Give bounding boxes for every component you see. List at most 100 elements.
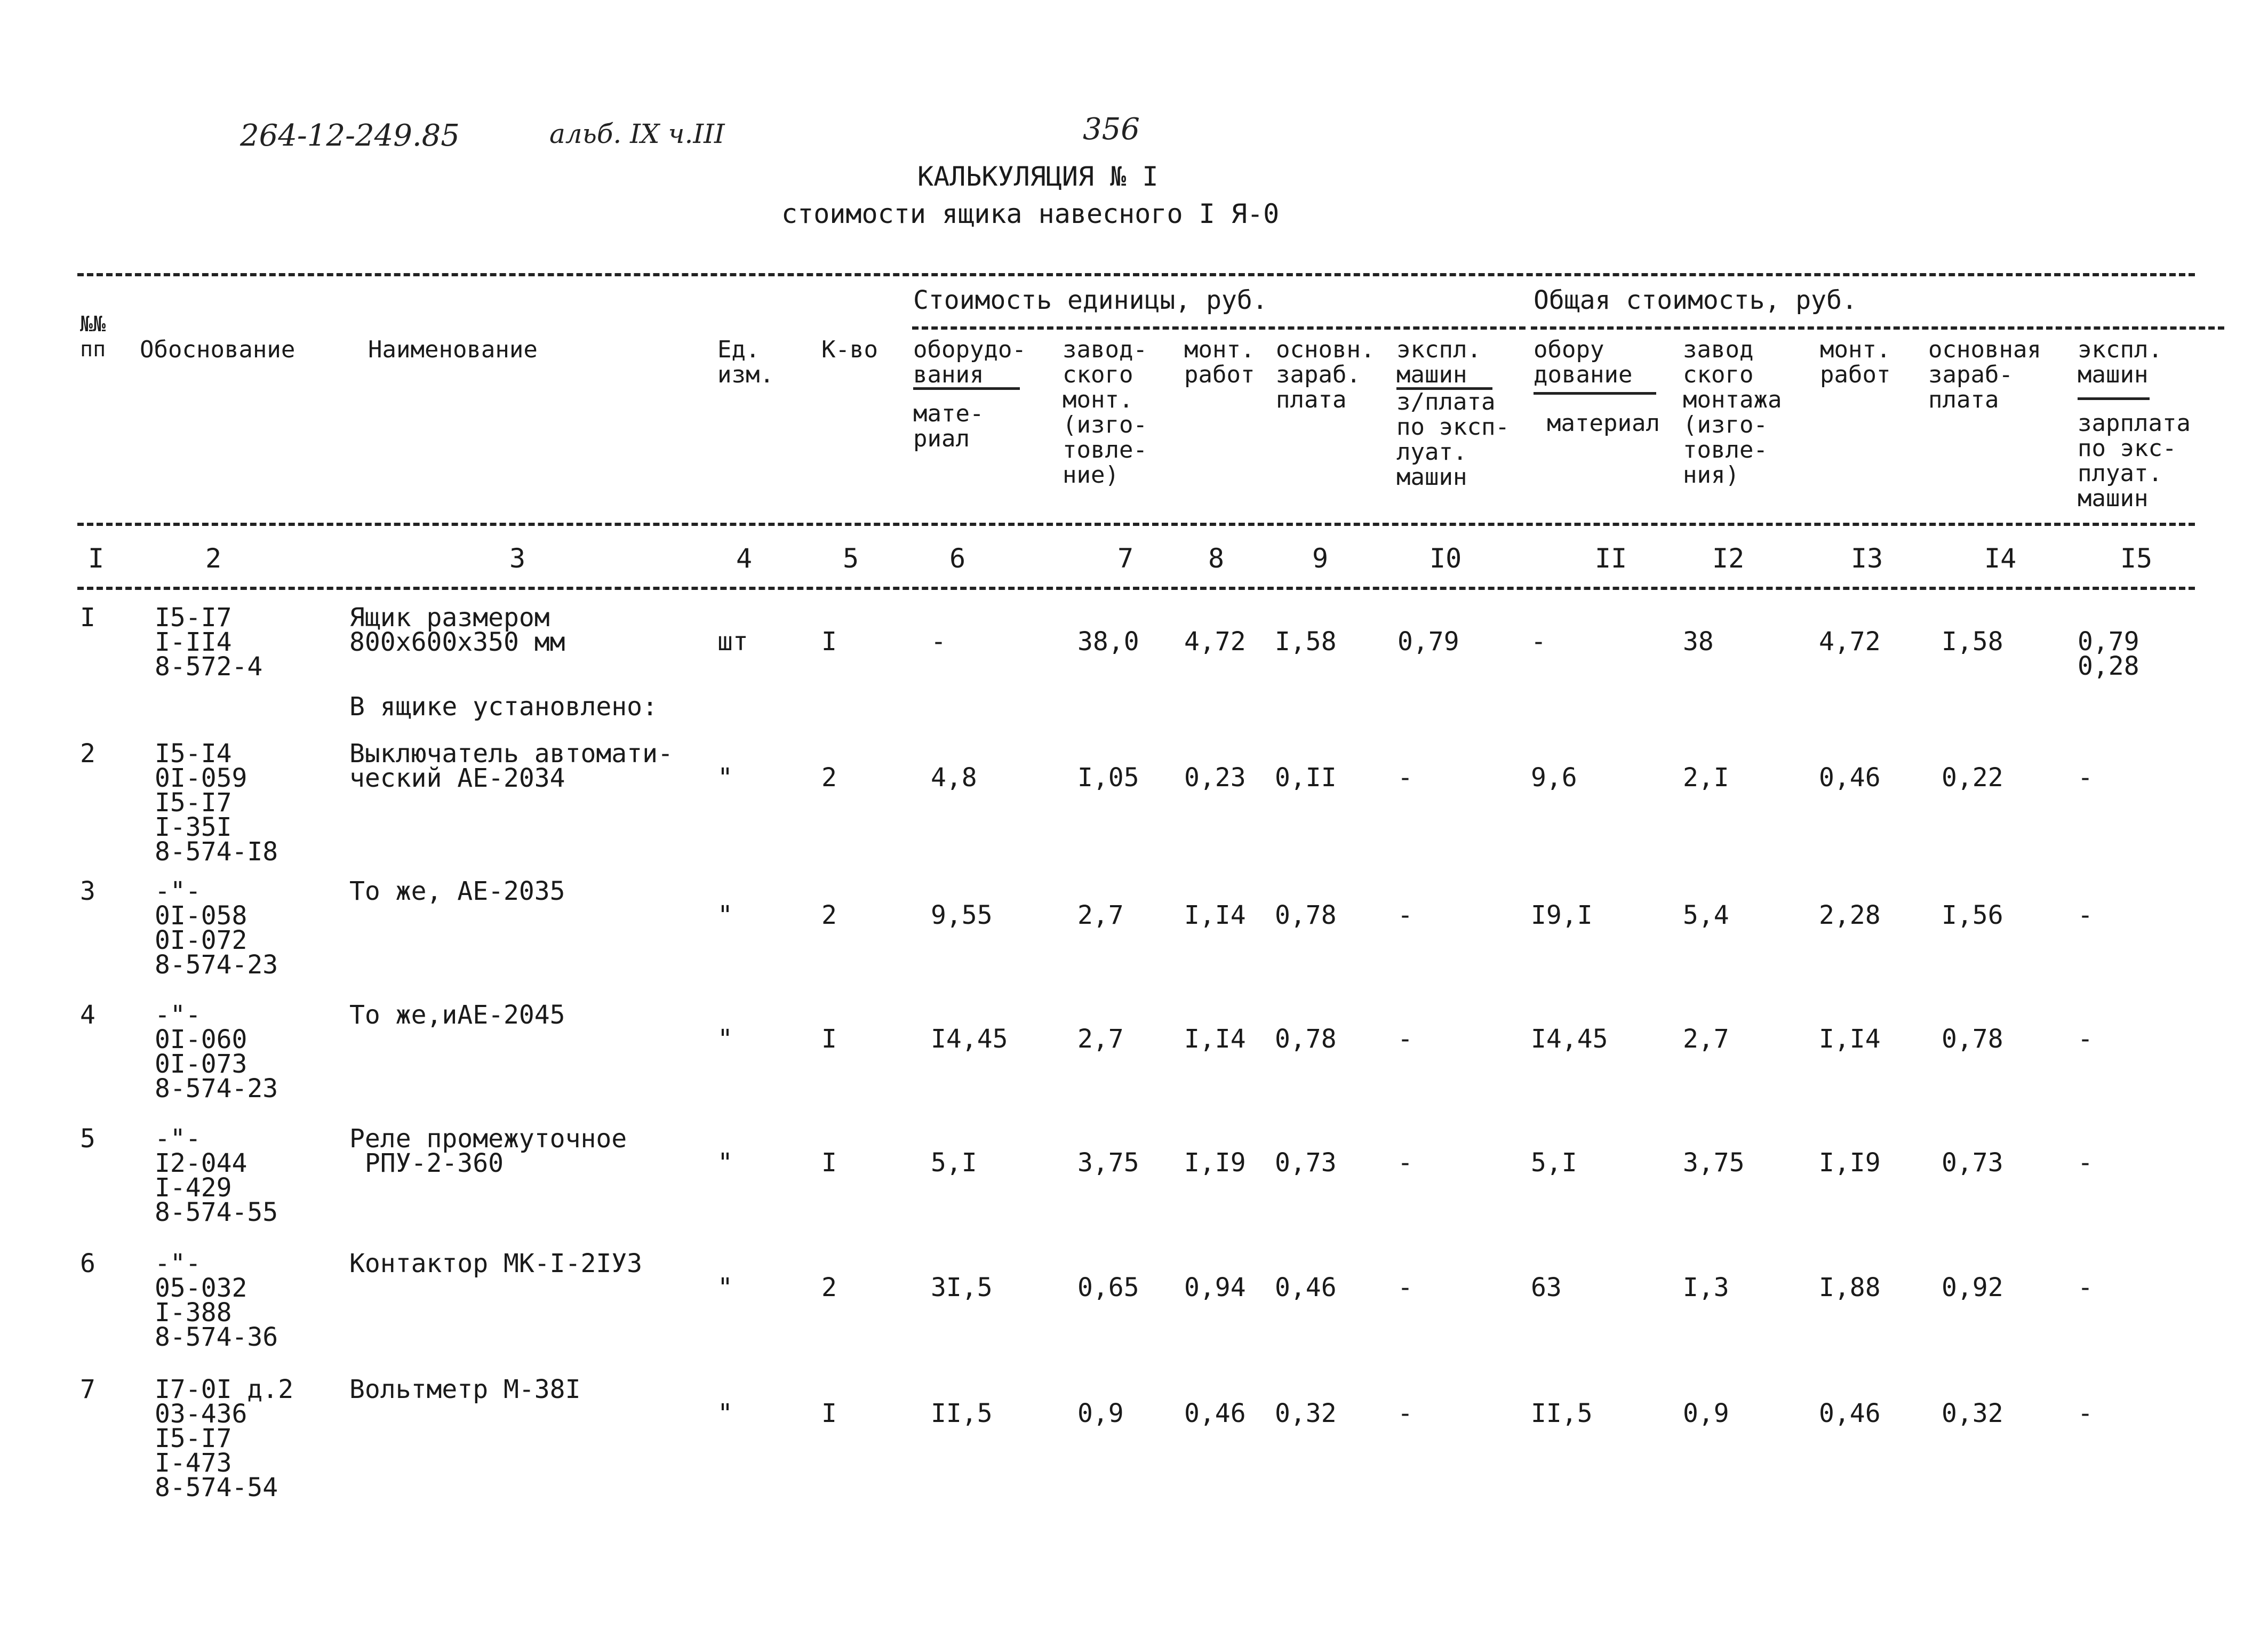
row-name: Реле промежуточное РПУ-2-360 [349,1124,627,1178]
header-unit-equipment: оборудо- вания [913,336,1026,388]
row-quantity: I [821,1399,837,1428]
row-unit-installation-work: I,I4 [1184,1024,1246,1054]
row-unit-machine-operation: - [1397,900,1413,930]
row-unit-machine-operation: - [1397,763,1413,793]
row-unit-installation-work: I,I4 [1184,900,1246,930]
row-total-machine-operation: - [2078,1273,2093,1303]
header-unit-installation-work: монт. работ [1184,336,1255,388]
row-unit-equipment: 9,55 [931,900,993,930]
row-total-factory-assembly: 0,9 [1683,1399,1729,1428]
album-reference: альб. IX ч.III [549,118,725,149]
header-unit-machine-operation: экспл. машин [1396,336,1481,388]
row-total-machine-operation: - [2078,1148,2093,1178]
row-total-equipment: II,5 [1531,1399,1593,1428]
column-number-rule [77,587,2195,590]
column-number: II [1595,543,1627,574]
document-subtitle: стоимости ящика навесного I Я-0 [781,198,1280,229]
header-total-machine-divider [2078,397,2150,400]
row-name: Ящик размером 800х600х350 мм [349,603,565,657]
row-unit-machine-operation: - [1397,1148,1413,1178]
box-contents-note: В ящике установлено: [349,692,658,722]
row-total-base-wage: 0,32 [1942,1399,2003,1428]
row-unit-machine-operation: - [1397,1399,1413,1428]
row-basis: -"- I2-044 I-429 8-574-55 [155,1124,278,1227]
row-total-factory-assembly: 2,7 [1683,1024,1729,1054]
row-total-equipment: I9,I [1531,900,1593,930]
row-quantity: 2 [821,1273,837,1303]
row-unit-base-wage: 0,46 [1275,1273,1337,1303]
header-total-machine-operation: экспл. машин [2078,336,2162,388]
row-total-installation-work: I,I9 [1819,1148,1881,1178]
header-total-equipment-divider [1534,392,1656,395]
row-total-installation-work: I,88 [1819,1273,1881,1303]
unit-cost-group-rule [912,326,1526,330]
table-top-rule [77,273,2195,276]
header-total-base-wage: основная зараб- плата [1928,336,2041,413]
total-cost-group-rule [1531,326,2224,330]
column-number: I0 [1430,543,1462,574]
row-total-factory-assembly: 38 [1683,627,1714,657]
row-total-equipment: 63 [1531,1273,1562,1303]
row-number: I [80,603,95,633]
row-total-equipment: 9,6 [1531,763,1577,793]
row-total-base-wage: I,56 [1942,900,2003,930]
row-unit: " [717,763,733,793]
row-unit-equipment: II,5 [931,1399,993,1428]
row-total-machine-operation: - [2078,1399,2093,1428]
row-total-base-wage: I,58 [1942,627,2003,657]
row-name: То же,иАЕ-2045 [349,1000,565,1030]
row-unit: " [717,1399,733,1428]
row-name: Вольтметр М-38I [349,1375,581,1404]
row-total-machine-operation: 0,79 0,28 [2078,627,2139,681]
row-unit-installation-work: 0,23 [1184,763,1246,793]
row-total-machine-operation: - [2078,763,2093,793]
row-unit: " [717,900,733,930]
column-number: I4 [1984,543,2017,574]
column-number: I [88,543,105,574]
row-total-equipment: 5,I [1531,1148,1577,1178]
row-basis: I5-I4 0I-059 I5-I7 I-35I 8-574-I8 [155,739,278,867]
row-number: 6 [80,1249,95,1279]
total-cost-group-header: Общая стоимость, руб. [1534,285,1857,315]
header-unit-material: мате- риал [913,400,984,452]
row-unit-machine-operation: 0,79 [1397,627,1459,657]
header-unit-machine-wage: з/плата по эксп- луат. машин [1396,388,1510,491]
row-total-base-wage: 0,92 [1942,1273,2003,1303]
header-total-equipment: обору дование [1534,336,1633,388]
header-row-number: №№ пп [80,312,106,362]
row-unit-installation-work: 0,46 [1184,1399,1246,1428]
unit-cost-group-header: Стоимость единицы, руб. [913,285,1268,315]
header-unit-equipment-divider [913,387,1020,390]
row-total-installation-work: I,I4 [1819,1024,1881,1054]
row-quantity: I [821,1148,837,1178]
row-unit-base-wage: 0,78 [1275,1024,1337,1054]
header-total-factory-assembly: завод ского монтажа (изго- товле- ния) [1683,336,1782,489]
row-total-installation-work: 2,28 [1819,900,1881,930]
header-basis: Обоснование [140,336,296,363]
header-unit: Ед. изм. [717,336,774,388]
row-number: 5 [80,1124,95,1154]
row-total-equipment: - [1531,627,1546,657]
row-unit: шт [717,627,748,657]
row-total-base-wage: 0,73 [1942,1148,2003,1178]
row-total-installation-work: 0,46 [1819,1399,1881,1428]
header-unit-machine-divider [1396,387,1492,390]
row-total-installation-work: 0,46 [1819,763,1881,793]
column-number: I3 [1851,543,1883,574]
row-unit-installation-work: 4,72 [1184,627,1246,657]
row-total-factory-assembly: 5,4 [1683,900,1729,930]
row-total-factory-assembly: 3,75 [1683,1148,1745,1178]
row-unit-machine-operation: - [1397,1024,1413,1054]
row-unit-equipment: 3I,5 [931,1273,993,1303]
row-number: 3 [80,876,95,906]
column-number: 2 [205,543,222,574]
header-unit-base-wage: основн. зараб. плата [1276,336,1375,413]
header-total-machine-wage: зарплата по экс- плуат. машин [2078,410,2191,512]
row-number: 2 [80,739,95,769]
row-unit-factory-assembly: I,05 [1077,763,1139,793]
row-basis: -"- 0I-060 0I-073 8-574-23 [155,1000,278,1104]
header-total-installation-work: монт. работ [1820,336,1891,388]
row-unit-base-wage: 0,78 [1275,900,1337,930]
row-unit: " [717,1273,733,1303]
page-number: 356 [1083,112,1140,147]
